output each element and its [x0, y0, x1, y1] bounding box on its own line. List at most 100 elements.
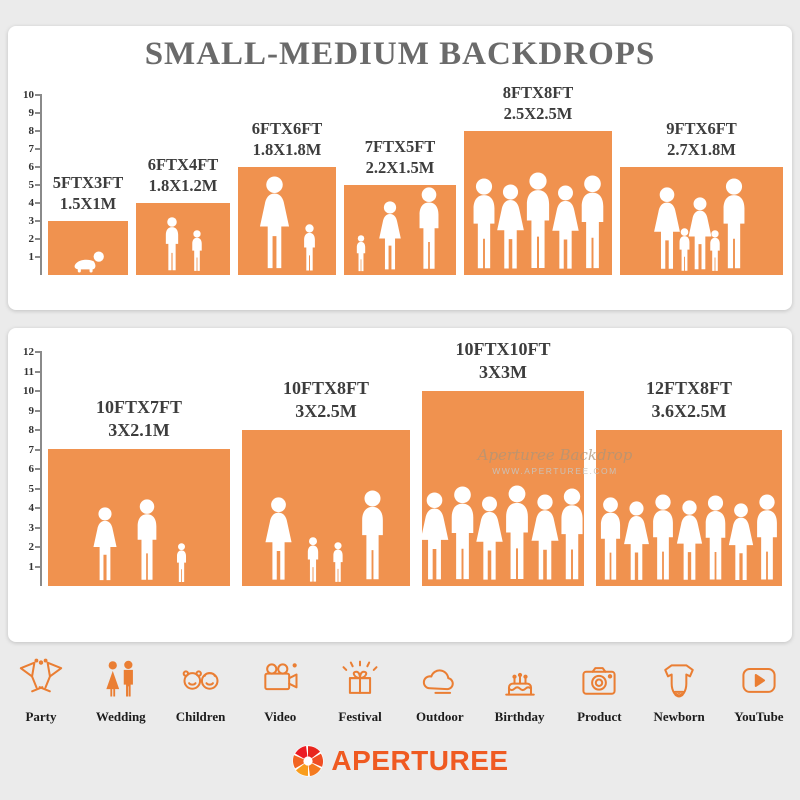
size-feet: 10FTX10FT — [455, 338, 551, 359]
category-label: Product — [577, 709, 622, 724]
person-silhouette-man — [451, 486, 473, 580]
size-feet: 5FTX3FT — [52, 172, 124, 192]
axis-tick-label: 6 — [28, 463, 35, 475]
people-silhouettes — [50, 221, 126, 273]
page-title: SMALL-MEDIUM BACKDROPS — [144, 36, 656, 72]
axis-tick-1: 1 — [20, 561, 42, 573]
outdoor-icon — [422, 669, 454, 694]
backdrop-9ftx6ft: 9FTX6FT 2.7X1.8M — [620, 118, 783, 275]
axis-tick-label: 5 — [28, 482, 35, 495]
person-silhouette-woman — [676, 500, 703, 580]
backdrop-size-label: 10FTX7FT 3X2.1M — [96, 396, 182, 442]
product-icon — [582, 667, 616, 695]
axis-tick-1: 1 — [20, 251, 42, 263]
axis-tick-label: 6 — [28, 161, 35, 173]
category-label: Birthday — [494, 709, 545, 724]
axis-tick-mark — [35, 166, 42, 168]
person-silhouette-woman — [420, 492, 448, 580]
backdrop-rect — [420, 391, 584, 586]
size-meters: 2.2X1.5M — [365, 157, 435, 177]
people-silhouettes — [346, 185, 454, 273]
axis-tick-mark — [35, 202, 42, 204]
category-youtube: YouTube — [730, 658, 788, 725]
person-silhouette-child — [333, 542, 343, 582]
axis-tick-mark — [35, 351, 42, 353]
people-silhouettes — [466, 131, 610, 273]
backdrop-size-label: 12FTX8FT 3.6X2.5M — [646, 377, 732, 423]
axis-tick-mark — [35, 370, 42, 373]
people-silhouettes — [420, 391, 583, 584]
axis-tick-label: 9 — [28, 107, 35, 119]
size-meters: 3.6X2.5M — [651, 400, 727, 421]
axis-tick-label: 8 — [28, 125, 35, 137]
size-meters: 3X2.1M — [108, 419, 170, 440]
person-silhouette-child — [356, 235, 366, 272]
backdrop-rect — [464, 131, 612, 275]
person-silhouette-man — [653, 494, 673, 580]
axis-tick-4: 4 — [20, 197, 42, 209]
person-silhouette-woman — [624, 501, 649, 580]
size-feet: 7FTX5FT — [364, 136, 436, 156]
person-silhouette-child — [307, 537, 319, 582]
person-silhouette-woman — [531, 494, 558, 580]
axis-tick-8: 8 — [20, 424, 42, 436]
backdrop-rect — [238, 167, 336, 275]
backdrop-6ftx4ft: 6FTX4FT 1.8X1.2M — [136, 154, 230, 275]
axis-tick-mark — [35, 409, 42, 412]
backdrop-size-label: 5FTX3FT 1.5X1M — [53, 172, 124, 214]
axis-tick-mark — [35, 565, 42, 568]
category-product: Product — [570, 658, 628, 725]
backdrop-bars: 10FTX7FT 3X2.1M 10FTX8FT 3X2.5M 10FTX10FT 3X3… — [48, 338, 786, 586]
size-feet: 8FTX8FT — [502, 82, 574, 102]
backdrop-size-label: 8FTX8FT 2.5X2.5M — [503, 82, 574, 124]
axis-tick-label: 12 — [23, 346, 34, 358]
axis-tick-label: 1 — [28, 251, 35, 263]
size-meters: 3X2.5M — [295, 400, 357, 421]
size-meters: 3X3M — [478, 361, 527, 382]
backdrop-rect — [242, 430, 410, 586]
axis-tick-mark — [35, 130, 42, 132]
person-silhouette-woman — [496, 184, 524, 269]
axis-tick-9: 9 — [20, 107, 42, 119]
axis-tick-6: 6 — [20, 463, 42, 475]
category-outdoor: Outdoor — [411, 658, 469, 725]
category-label: Festival — [338, 709, 382, 724]
size-meters: 1.5X1M — [59, 193, 117, 213]
axis-tick-11: 11 — [20, 366, 42, 378]
person-silhouette-woman — [654, 187, 680, 269]
axis-tick-label: 3 — [28, 215, 35, 227]
category-wedding: Wedding — [92, 658, 150, 725]
person-silhouette-man — [757, 494, 777, 580]
size-meters: 1.8X1.8M — [252, 139, 322, 159]
size-feet: 12FTX8FT — [645, 377, 732, 398]
backdrop-size-label: 10FTX10FT 3X3M — [455, 338, 550, 384]
brand-logo: APERTUREE — [0, 744, 800, 778]
axis-tick-mark — [35, 148, 42, 150]
person-silhouette-woman — [259, 176, 290, 269]
person-silhouette-man — [560, 488, 583, 580]
axis-tick-2: 2 — [20, 233, 42, 245]
video-icon — [264, 663, 298, 691]
category-label: Wedding — [95, 709, 146, 724]
backdrop-size-label: 7FTX5FT 2.2X1.5M — [365, 136, 436, 178]
axis-tick-label: 5 — [28, 179, 35, 191]
backdrop-rect — [136, 203, 230, 275]
axis-tick-5: 5 — [20, 483, 42, 495]
backdrop-rect — [48, 221, 128, 275]
axis-tick-label: 2 — [28, 541, 35, 553]
axis-tick-mark — [35, 468, 42, 470]
person-silhouette-child — [304, 224, 315, 271]
axis-tick-mark — [35, 184, 42, 186]
category-label: Video — [264, 709, 297, 724]
category-label: Newborn — [653, 709, 705, 724]
backdrop-rect — [620, 167, 783, 275]
backdrop-size-label: 6FTX6FT 1.8X1.8M — [252, 118, 323, 160]
person-silhouette-man — [705, 495, 726, 580]
axis-tick-label: 10 — [23, 385, 34, 397]
axis-tick-10: 10 — [20, 89, 42, 101]
backdrop-size-chart-large: 1 2 3 4 5 6 7 8 9 10 11 12 10FTX7FT 3X2.1M 10FTX8FT 3X… — [14, 338, 786, 586]
backdrop-10ftx10ft: 10FTX10FT 3X3M — [420, 338, 584, 586]
size-meters: 1.8X1.2M — [148, 175, 218, 195]
size-feet: 6FTX4FT — [147, 154, 219, 174]
backdrop-rect — [48, 449, 230, 586]
